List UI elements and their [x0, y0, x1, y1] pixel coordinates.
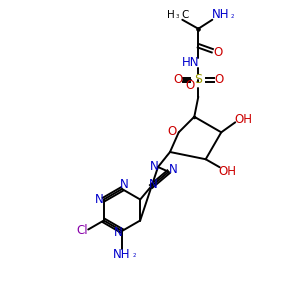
Text: HN: HN	[182, 56, 199, 69]
Text: S: S	[194, 73, 202, 86]
Text: H: H	[167, 10, 175, 20]
Text: $_3$: $_3$	[175, 12, 180, 21]
Text: N: N	[94, 193, 103, 206]
Text: OH: OH	[219, 165, 237, 178]
Text: $_2$: $_2$	[131, 251, 136, 260]
Text: Cl: Cl	[76, 224, 88, 237]
Text: O: O	[167, 125, 176, 138]
Text: O: O	[214, 46, 223, 59]
Text: N: N	[150, 160, 158, 173]
Text: O: O	[186, 79, 195, 92]
Text: $_2$: $_2$	[230, 12, 235, 21]
Text: NH: NH	[113, 248, 131, 260]
Text: N: N	[120, 178, 128, 191]
Text: NH: NH	[212, 8, 229, 21]
Text: N: N	[149, 178, 158, 191]
Text: C: C	[182, 10, 189, 20]
Text: N: N	[169, 163, 178, 176]
Text: O: O	[174, 73, 183, 86]
Text: O: O	[215, 73, 224, 86]
Text: OH: OH	[234, 113, 252, 126]
Text: N: N	[114, 226, 122, 239]
